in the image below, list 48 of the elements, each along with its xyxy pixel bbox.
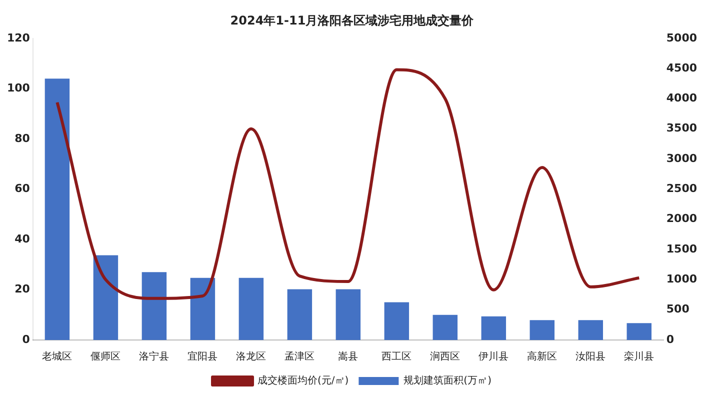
x-tick-label: 洛龙区 bbox=[236, 350, 266, 363]
bar bbox=[626, 323, 652, 340]
x-tick-label: 高新区 bbox=[527, 350, 558, 363]
x-tick-label: 宜阳县 bbox=[188, 350, 218, 363]
bar bbox=[578, 320, 604, 340]
y-tick-label: 0 bbox=[22, 332, 30, 346]
bar bbox=[336, 289, 361, 340]
y2-tick-label: 1000 bbox=[666, 272, 698, 286]
x-tick-label: 栾川县 bbox=[624, 350, 654, 363]
x-tick-label: 伊川县 bbox=[478, 350, 509, 363]
y2-tick-label: 4500 bbox=[666, 61, 698, 74]
x-tick-label: 洛宁县 bbox=[139, 350, 170, 363]
line-series bbox=[56, 68, 641, 300]
bar bbox=[238, 278, 264, 340]
bar bbox=[44, 78, 70, 340]
y2-tick-label: 2500 bbox=[666, 182, 698, 196]
bar bbox=[530, 320, 555, 340]
y2-tick-label: 1500 bbox=[666, 242, 698, 256]
x-tick-label: 嵩县 bbox=[338, 350, 358, 363]
bar bbox=[384, 302, 410, 340]
x-tick-label: 孟津区 bbox=[284, 350, 315, 363]
y-tick-label: 20 bbox=[14, 282, 30, 296]
x-tick-label: 涧西区 bbox=[430, 350, 460, 363]
y-tick-label: 120 bbox=[6, 31, 30, 44]
y2-tick-label: 5000 bbox=[666, 31, 698, 44]
bar bbox=[93, 255, 118, 340]
bar bbox=[190, 278, 216, 340]
x-tick-label: 偃师区 bbox=[90, 352, 121, 363]
bar bbox=[481, 316, 506, 340]
y2-tick-label: 2000 bbox=[666, 212, 698, 226]
y2-tick-label: 4000 bbox=[666, 92, 698, 105]
y2-tick-label: 3500 bbox=[666, 122, 698, 135]
y-tick-label: 80 bbox=[14, 132, 30, 145]
y-tick-label: 40 bbox=[14, 232, 30, 246]
y2-tick-label: 500 bbox=[666, 302, 690, 316]
y-tick-label: 60 bbox=[14, 182, 30, 196]
bar bbox=[287, 289, 312, 340]
y2-tick-label: 0 bbox=[666, 332, 674, 346]
x-tick-label: 老城区 bbox=[42, 350, 72, 363]
x-tick-label: 西工区 bbox=[382, 352, 412, 363]
x-tick-label: 汝阳县 bbox=[576, 350, 606, 363]
legend-label: 规划建筑面积(万㎡) bbox=[404, 374, 492, 387]
bar bbox=[432, 314, 458, 340]
y2-tick-label: 3000 bbox=[666, 152, 698, 165]
y-tick-label: 100 bbox=[6, 82, 30, 95]
chart-title: 2024年1-11月洛阳各区域涉宅用地成交量价 bbox=[230, 13, 475, 28]
legend-label: 成交楼面均价(元/㎡) bbox=[258, 374, 349, 387]
bar bbox=[142, 272, 167, 340]
